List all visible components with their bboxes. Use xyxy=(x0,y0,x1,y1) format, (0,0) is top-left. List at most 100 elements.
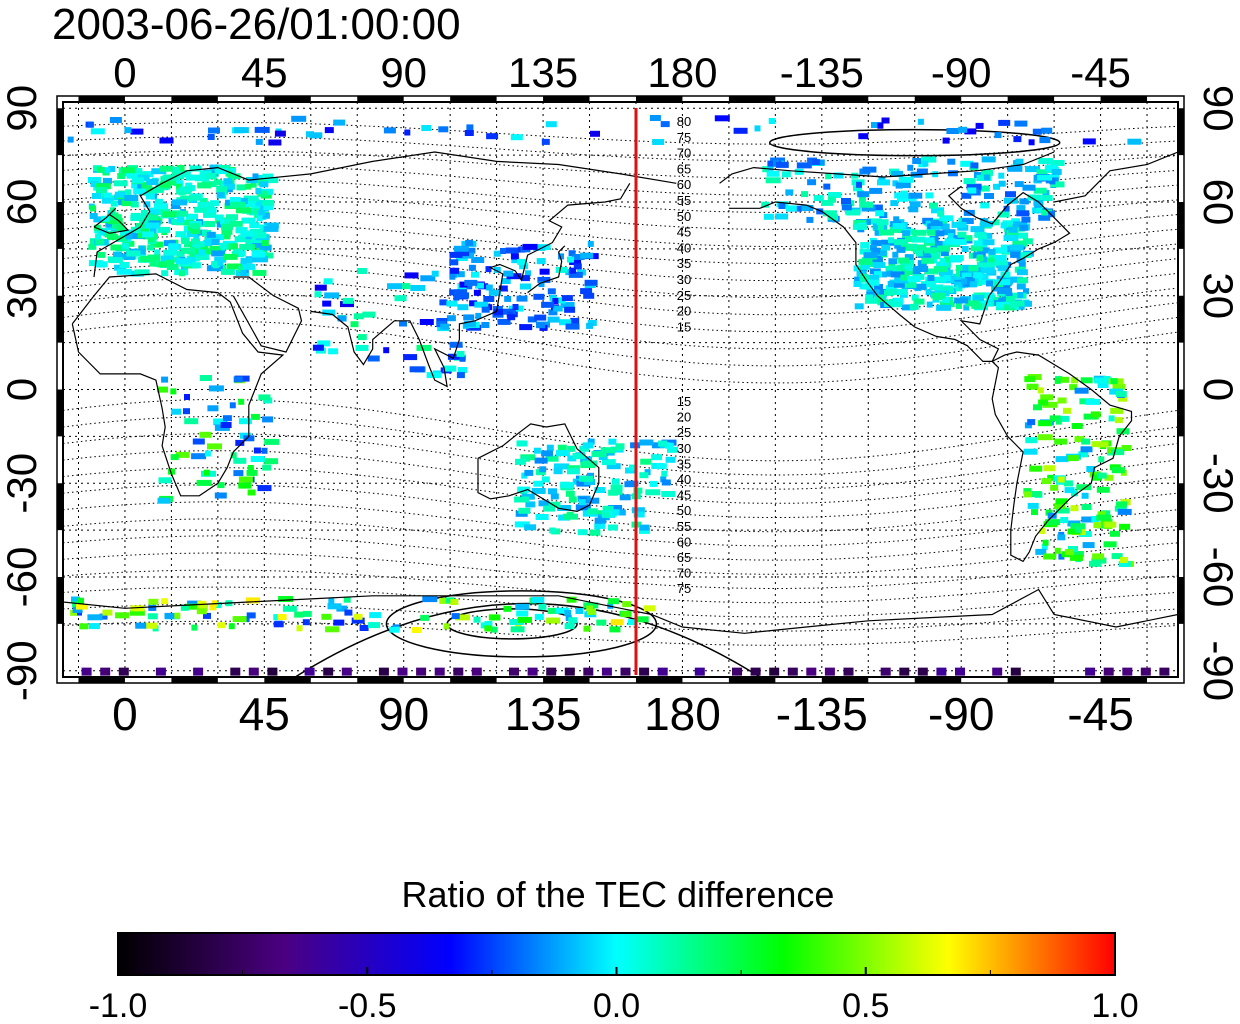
tec-cell xyxy=(196,245,209,252)
tec-cell xyxy=(953,273,966,280)
tec-cell xyxy=(88,177,101,183)
tec-cell xyxy=(1118,395,1128,402)
frame-bar-bottom xyxy=(728,677,776,683)
contour-line xyxy=(63,501,1178,547)
tec-cell xyxy=(206,248,217,255)
tec-cell xyxy=(942,229,956,236)
coastline xyxy=(63,588,1178,634)
tec-cell xyxy=(587,508,598,515)
tec-cell xyxy=(165,259,175,266)
tec-cell xyxy=(1019,224,1029,231)
tec-cell xyxy=(876,219,889,226)
tec-cell xyxy=(104,231,115,238)
tec-cell xyxy=(955,667,965,676)
tec-cell xyxy=(868,204,883,211)
tec-cell xyxy=(1082,542,1095,549)
tec-cell xyxy=(359,625,369,631)
tec-cell xyxy=(993,247,1008,254)
tec-cell xyxy=(490,626,498,633)
tec-cell xyxy=(973,240,983,247)
tec-cell xyxy=(960,160,974,167)
tec-cell xyxy=(559,319,572,326)
tec-cell xyxy=(936,223,950,230)
tec-cell xyxy=(843,667,854,676)
tec-cell xyxy=(936,667,947,676)
tec-cell xyxy=(1040,394,1054,401)
lon-tick-label-top: 45 xyxy=(241,49,288,96)
tec-cell xyxy=(1121,445,1132,451)
tec-cell xyxy=(93,216,103,223)
tec-cell xyxy=(243,263,256,270)
tec-cell xyxy=(1110,378,1118,385)
tec-cell xyxy=(1081,438,1091,445)
tec-cell xyxy=(665,456,676,463)
tec-cell xyxy=(1041,195,1053,201)
tec-cell xyxy=(176,210,189,217)
tec-cell xyxy=(600,447,616,454)
tec-cell xyxy=(1060,517,1069,523)
tec-cell xyxy=(149,260,160,267)
tec-cell xyxy=(548,309,558,316)
tec-cell xyxy=(81,667,92,676)
tec-cell xyxy=(533,293,545,300)
tec-cell xyxy=(962,264,971,271)
tec-cell xyxy=(353,613,363,620)
tec-cell xyxy=(892,223,906,229)
tec-cell xyxy=(567,455,577,462)
tec-cell xyxy=(896,264,911,271)
tec-cell xyxy=(667,446,678,453)
contour-label-north: 20 xyxy=(677,304,691,319)
tec-cell xyxy=(886,270,893,277)
tec-cell xyxy=(251,241,266,248)
tec-cell xyxy=(389,626,400,633)
tec-cell xyxy=(952,239,967,246)
tec-cell xyxy=(324,127,334,134)
tec-cell xyxy=(261,447,268,454)
tec-cell xyxy=(475,312,482,319)
frame-bar-top xyxy=(1100,96,1148,102)
tec-cell xyxy=(203,211,217,218)
tec-cell xyxy=(881,244,891,251)
tec-cell xyxy=(966,183,982,190)
tec-cell xyxy=(368,622,381,629)
tec-cell xyxy=(1111,553,1123,560)
tec-cell xyxy=(1069,551,1084,557)
tec-cell xyxy=(813,195,824,202)
tec-cell xyxy=(924,247,939,254)
tec-cell xyxy=(109,207,116,214)
tec-cell xyxy=(230,667,241,676)
tec-cell xyxy=(514,521,530,528)
tec-cell xyxy=(217,482,225,489)
tec-cell xyxy=(871,122,883,128)
tec-cell xyxy=(997,211,1010,218)
tec-cell xyxy=(1058,553,1065,560)
tec-cell xyxy=(210,200,220,207)
tec-cell xyxy=(78,597,84,604)
tec-cell xyxy=(510,134,523,141)
tec-cell xyxy=(229,220,243,227)
tec-cell xyxy=(1081,516,1094,523)
tec-cell xyxy=(507,314,516,321)
tec-cell xyxy=(340,301,354,308)
frame-bar-top xyxy=(264,96,311,102)
tec-cell xyxy=(775,161,789,168)
tec-cell xyxy=(823,183,831,190)
tec-cell xyxy=(998,180,1006,187)
tec-cell xyxy=(190,223,201,230)
tec-cell xyxy=(560,302,575,308)
frame-bar-right xyxy=(1178,295,1184,343)
tec-cell xyxy=(644,469,651,476)
tec-cell xyxy=(961,272,972,279)
tec-cell xyxy=(967,187,977,194)
lat-tick-label-right: -60 xyxy=(1195,547,1240,608)
tec-cell xyxy=(180,247,196,254)
tec-cell xyxy=(498,285,508,292)
tec-cell xyxy=(471,257,485,263)
tec-cell xyxy=(186,213,198,220)
tec-cell xyxy=(246,469,258,476)
tec-cell xyxy=(939,215,954,222)
tec-cell xyxy=(321,613,332,620)
contour-ring-north xyxy=(768,128,1061,157)
lat-tick-label-left: -30 xyxy=(0,453,45,514)
tec-cell xyxy=(223,253,238,260)
